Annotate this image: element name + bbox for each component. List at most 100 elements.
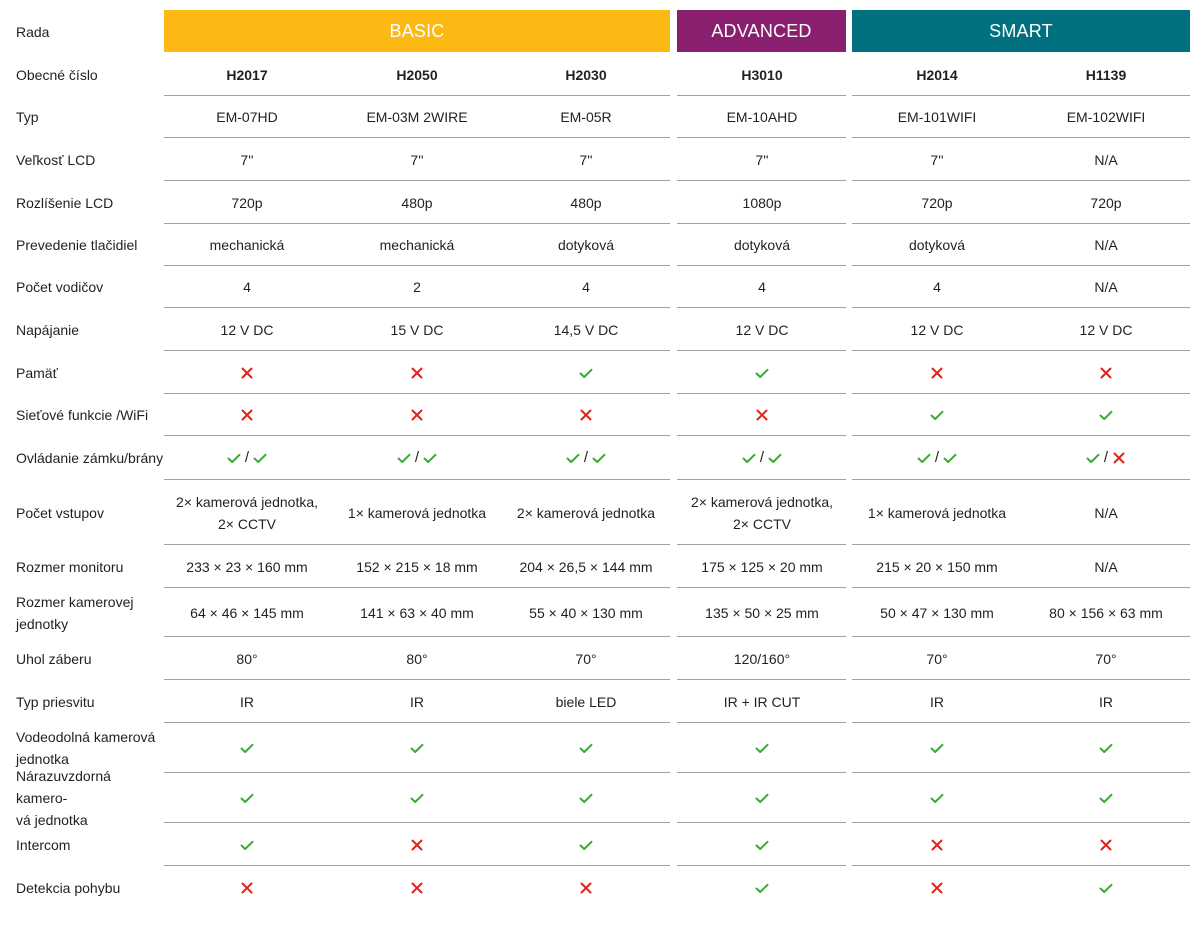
table-cell: N/A <box>1021 138 1191 181</box>
table-cell: N/A <box>1021 224 1191 266</box>
table-cell: EM-07HD <box>162 96 332 138</box>
check-icon <box>767 450 783 466</box>
table-cell <box>162 351 332 394</box>
cell-text: 80 × 156 × 63 mm <box>1049 604 1163 621</box>
row-divider <box>677 435 846 436</box>
cross-icon <box>239 365 255 381</box>
row-divider <box>164 544 670 545</box>
cross-icon <box>929 880 945 896</box>
row-divider <box>164 180 670 181</box>
table-cell <box>501 351 671 394</box>
table-cell <box>677 723 847 773</box>
cross-icon <box>1098 837 1114 853</box>
cell-text: IR <box>930 693 944 710</box>
check-icon <box>1085 450 1101 466</box>
row-divider <box>852 95 1190 96</box>
row-label: Vodeodolná kamerová jednotka <box>16 723 166 773</box>
table-cell: 175 × 125 × 20 mm <box>677 545 847 588</box>
cross-icon <box>754 407 770 423</box>
cell-text: 2× kamerová jednotka <box>516 504 656 521</box>
table-cell: EM-102WIFI <box>1021 96 1191 138</box>
row-divider <box>677 393 846 394</box>
table-cell: 720p <box>852 181 1022 224</box>
row-divider <box>164 350 670 351</box>
table-cell <box>852 823 1022 866</box>
table-row: 720p 480p 480p 1080p 720p 720p <box>0 181 1200 224</box>
row-divider <box>852 307 1190 308</box>
table-cell: H1139 <box>1021 53 1191 96</box>
header-advanced-label: ADVANCED <box>711 20 812 41</box>
cross-icon <box>409 880 425 896</box>
cross-icon <box>409 365 425 381</box>
check-icon <box>916 450 932 466</box>
table-cell <box>1021 394 1191 436</box>
lock-gate-status: / <box>565 450 607 466</box>
row-label-text: Intercom <box>16 836 71 853</box>
table-cell <box>677 773 847 823</box>
row-divider <box>677 822 846 823</box>
row-divider <box>677 137 846 138</box>
table-cell <box>677 394 847 436</box>
cell-text: 480p <box>570 194 602 211</box>
row-label-text: Prevedenie tlačidiel <box>16 237 138 253</box>
table-cell: 4 <box>162 266 332 308</box>
separator: / <box>244 449 250 466</box>
table-cell: mechanická <box>332 224 502 266</box>
cell-text: IR <box>1099 693 1113 710</box>
row-label-text: Uhol záberu <box>16 650 92 667</box>
cell-text: 480p <box>401 194 433 211</box>
row-divider <box>164 822 670 823</box>
table-cell <box>162 823 332 866</box>
cell-text: 152 × 215 × 18 mm <box>356 558 478 575</box>
header-smart: SMART <box>852 10 1190 52</box>
row-divider <box>677 307 846 308</box>
table-cell <box>852 866 1022 909</box>
cell-text: N/A <box>1094 504 1118 521</box>
row-label: Veľkosť LCD <box>16 138 166 181</box>
row-label: Rozmer kamerovej jednotky <box>16 588 166 637</box>
row-label: Ovládanie zámku/brány <box>16 436 166 480</box>
row-divider <box>852 350 1190 351</box>
row-label-text: Sieťové funkcie /WiFi <box>16 407 149 423</box>
row-label: Rozlíšenie LCD <box>16 181 166 224</box>
table-cell: 80° <box>332 637 502 680</box>
table-cell <box>162 394 332 436</box>
lock-gate-status: / <box>396 450 438 466</box>
table-cell: / <box>1021 436 1191 480</box>
table-cell: 50 × 47 × 130 mm <box>852 588 1022 637</box>
row-divider <box>164 307 670 308</box>
cell-text: 12 V DC <box>1079 321 1133 338</box>
table-cell <box>162 773 332 823</box>
table-row: / / / / / / <box>0 436 1200 480</box>
table-cell <box>677 866 847 909</box>
row-label-text: Nárazuvzdorná kamero-vá jednotka <box>16 768 111 828</box>
row-label: Počet vodičov <box>16 266 166 308</box>
table-cell: 70° <box>501 637 671 680</box>
table-cell: EM-101WIFI <box>852 96 1022 138</box>
row-divider <box>852 180 1190 181</box>
cell-text: EM-03M 2WIRE <box>366 109 468 125</box>
cell-text: 4 <box>243 279 251 295</box>
row-label-text: Typ priesvitu <box>16 693 95 710</box>
row-divider <box>164 137 670 138</box>
cell-text: 215 × 20 × 150 mm <box>876 558 998 575</box>
table-row: 64 × 46 × 145 mm 141 × 63 × 40 mm 55 × 40 … <box>0 588 1200 637</box>
cross-icon <box>239 407 255 423</box>
cell-text: 720p <box>921 194 953 211</box>
row-label-text: Veľkosť LCD <box>16 151 96 168</box>
cell-text: 7'' <box>410 151 424 168</box>
row-divider <box>852 435 1190 436</box>
cell-text: EM-101WIFI <box>897 109 977 125</box>
cell-text: 14,5 V DC <box>553 321 619 338</box>
cell-text: 2× kamerová jednotka, 2× CCTV <box>690 493 834 532</box>
series-label: Rada <box>16 24 50 40</box>
table-row <box>0 773 1200 823</box>
table-row: mechanická mechanická dotyková dotyková doty… <box>0 224 1200 266</box>
cell-text: H1139 <box>1085 66 1127 83</box>
cell-text: 4 <box>933 279 941 295</box>
cell-text: 12 V DC <box>220 321 274 338</box>
cell-text: 70° <box>926 650 948 667</box>
row-divider <box>852 822 1190 823</box>
series-row-label: Rada <box>16 20 166 44</box>
table-cell: 7'' <box>677 138 847 181</box>
